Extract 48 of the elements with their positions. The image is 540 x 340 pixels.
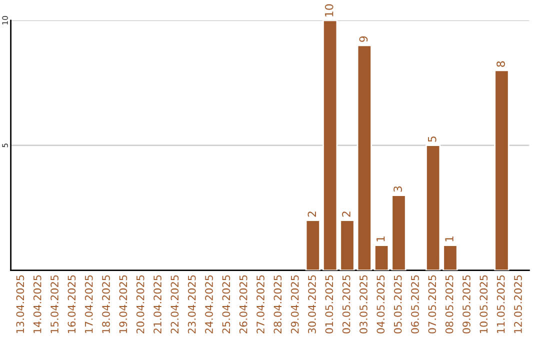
bar — [322, 20, 338, 270]
bar — [391, 194, 406, 270]
x-tick-label: 13.04.2025 — [16, 275, 24, 333]
x-tick-label: 09.05.2025 — [462, 275, 470, 334]
data-label: 9 — [359, 36, 368, 42]
data-label: 8 — [496, 61, 505, 67]
x-tick-label: 14.04.2025 — [33, 275, 42, 333]
x-tick-label: 24.04.2025 — [205, 275, 213, 334]
data-label: 5 — [428, 136, 436, 142]
x-tick-label: 12.05.2025 — [514, 275, 522, 333]
x-tick-label: 05.05.2025 — [394, 275, 402, 334]
x-tick-label: 02.05.2025 — [342, 275, 350, 334]
bar — [494, 70, 510, 270]
data-label: 10 — [324, 4, 334, 16]
x-tick-label: 16.04.2025 — [68, 275, 76, 333]
data-label: 1 — [376, 236, 385, 242]
bar — [426, 144, 441, 270]
bar — [374, 244, 390, 270]
x-tick-label: 01.05.2025 — [325, 275, 334, 334]
x-tick-label: 26.04.2025 — [239, 275, 248, 334]
bar — [442, 244, 458, 270]
x-tick-label: 10.05.2025 — [480, 275, 488, 333]
x-tick-label: 21.04.2025 — [154, 275, 162, 334]
x-tick-label: 17.04.2025 — [84, 275, 93, 333]
data-label: 2 — [342, 212, 350, 217]
x-tick-label: 11.05.2025 — [496, 275, 505, 333]
x-tick-label: 19.04.2025 — [119, 275, 128, 333]
x-tick-label: 29.04.2025 — [290, 275, 299, 334]
x-tick-label: 06.05.2025 — [411, 275, 419, 334]
x-tick-label: 18.04.2025 — [102, 275, 110, 333]
x-tick-label: 07.05.2025 — [428, 275, 436, 334]
x-tick-label: 03.05.2025 — [360, 275, 368, 334]
data-label: 1 — [445, 236, 454, 242]
x-tick-label: 08.05.2025 — [445, 275, 454, 334]
data-label: 2 — [308, 212, 316, 217]
x-tick-label: 30.04.2025 — [308, 275, 316, 334]
x-tick-label: 20.04.2025 — [136, 275, 144, 334]
bar — [340, 220, 355, 270]
x-tick-label: 22.04.2025 — [170, 275, 179, 334]
x-tick-label: 23.04.2025 — [188, 275, 196, 334]
data-label: 3 — [394, 186, 402, 192]
x-tick-label: 25.04.2025 — [222, 275, 230, 334]
x-tick-label: 27.04.2025 — [256, 275, 264, 334]
bar — [305, 220, 320, 270]
bar — [356, 44, 372, 270]
x-tick-label: 15.04.2025 — [50, 275, 58, 333]
x-tick-label: 28.04.2025 — [274, 275, 282, 334]
x-tick-label: 04.05.2025 — [376, 275, 385, 334]
